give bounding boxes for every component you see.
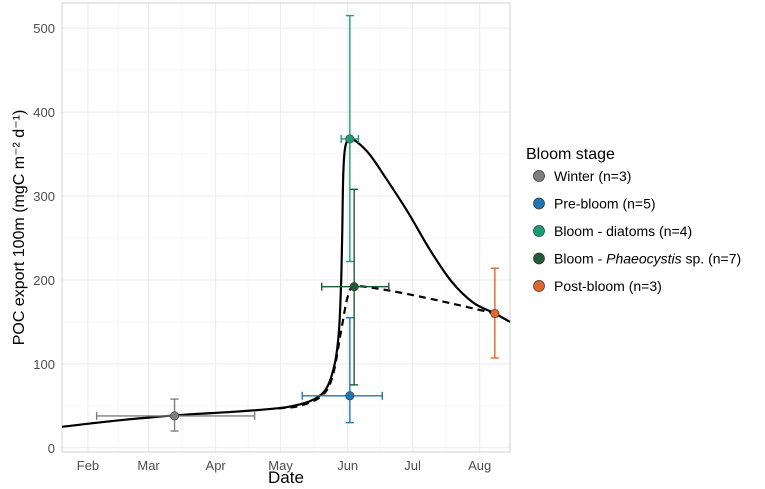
point-winter	[170, 411, 180, 421]
legend-key-phaeo	[533, 252, 545, 265]
data-points	[170, 134, 500, 421]
point-post	[490, 309, 500, 319]
legend-label-text: Pre-bloom (n=5)	[554, 196, 656, 212]
point-pre	[345, 391, 355, 401]
x-tick-label: Jun	[337, 458, 358, 473]
point-diatoms	[345, 134, 355, 144]
x-tick-label: Mar	[137, 458, 160, 473]
solid-fit-line	[61, 137, 511, 428]
legend-label-phaeo: Bloom - Phaeocystis sp. (n=7)	[554, 251, 741, 267]
grid	[62, 3, 510, 452]
x-axis-label: Date	[268, 468, 304, 487]
y-tick-label: 400	[33, 105, 55, 120]
legend-label-text: Winter (n=3)	[554, 168, 631, 184]
dashed-fit-line	[278, 285, 496, 410]
x-tick-label: Feb	[77, 458, 99, 473]
legend-label-diatoms: Bloom - diatoms (n=4)	[554, 223, 692, 239]
y-tick-label: 0	[48, 441, 55, 456]
y-tick-label: 500	[33, 21, 55, 36]
x-tick-label: Apr	[206, 458, 227, 473]
x-tick-labels: Feb Mar Apr May Jun Jul Aug	[77, 458, 492, 473]
legend-label-italic: Phaeocystis	[606, 251, 681, 267]
y-axis-label: POC export 100m (mgC m⁻² d⁻¹)	[11, 110, 28, 346]
legend-key-winter	[533, 170, 545, 182]
x-tick-label: Jul	[404, 458, 421, 473]
legend-label-pre: Pre-bloom (n=5)	[554, 196, 656, 212]
y-tick-label: 300	[33, 189, 55, 204]
legend-label-text: Bloom - diatoms (n=4)	[554, 223, 692, 239]
legend: Bloom stage Winter (n=3) Pre-bloom (n=5) B…	[526, 146, 741, 294]
legend-key-post	[533, 280, 545, 292]
legend-key-diatoms	[533, 225, 545, 237]
plot-panel	[61, 2, 511, 453]
legend-label-winter: Winter (n=3)	[554, 168, 631, 184]
error-bars	[95, 14, 499, 432]
legend-label-post: Post-bloom (n=3)	[554, 278, 662, 294]
legend-title: Bloom stage	[526, 146, 615, 163]
y-tick-labels: 0 100 200 300 400 500	[33, 21, 55, 456]
legend-key-pre	[533, 197, 545, 210]
legend-label-text: Post-bloom (n=3)	[554, 278, 662, 294]
legend-label-text: Bloom -	[554, 251, 606, 267]
x-tick-label: Aug	[468, 458, 491, 473]
point-phaeo	[349, 282, 359, 292]
legend-label-text: sp. (n=7)	[682, 251, 742, 267]
y-tick-label: 200	[33, 273, 55, 288]
y-tick-label: 100	[33, 357, 55, 372]
fit-lines	[61, 137, 511, 428]
x-tick-label: May	[268, 458, 293, 473]
